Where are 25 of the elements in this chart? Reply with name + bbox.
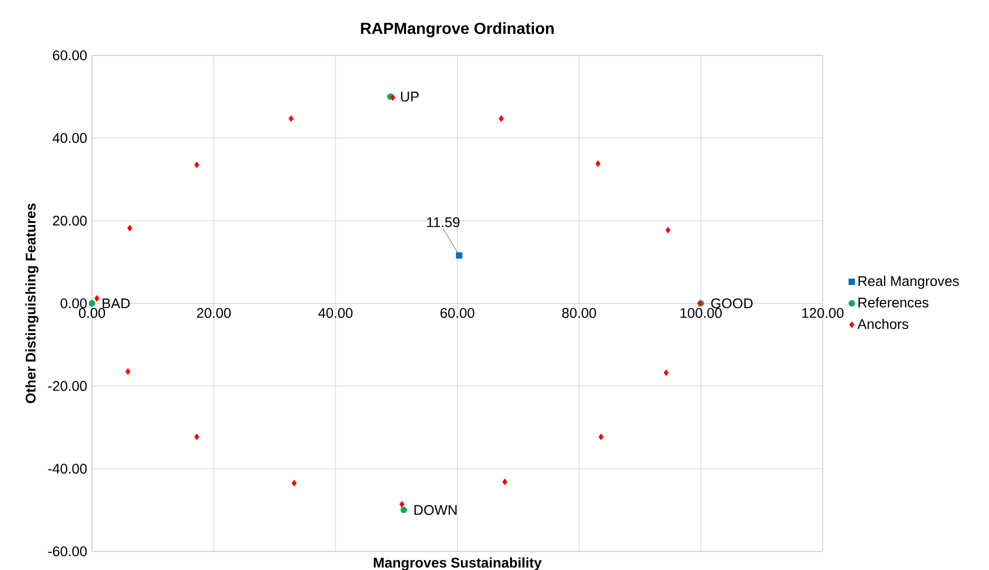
annotation: UP bbox=[401, 92, 419, 102]
x-tick-label: 100.00 bbox=[680, 308, 722, 318]
y-tick-label: -20.00 bbox=[48, 381, 87, 391]
y-tick-label: 60.00 bbox=[52, 50, 87, 60]
annotation: BAD bbox=[102, 298, 130, 308]
x-tick-label: 40.00 bbox=[318, 308, 353, 318]
y-tick-label: -40.00 bbox=[48, 464, 87, 474]
x-tick-label: 20.00 bbox=[196, 308, 231, 318]
chart-title: RAPMangrove Ordination bbox=[361, 22, 554, 38]
x-tick-label: 60.00 bbox=[440, 308, 474, 318]
legend-label: References bbox=[858, 297, 928, 308]
legend-label: Anchors bbox=[857, 318, 908, 330]
y-tick-label: 20.00 bbox=[52, 216, 87, 226]
annotation: GOOD bbox=[711, 298, 753, 308]
x-axis-title: Mangroves Sustainability bbox=[374, 557, 542, 570]
y-tick-label: 40.00 bbox=[52, 133, 87, 143]
data-label: 11.59 bbox=[427, 217, 460, 228]
y-axis-title: Other Distinguishing Features bbox=[25, 204, 38, 404]
x-tick-label: 80.00 bbox=[562, 308, 596, 318]
x-tick-label: 0.00 bbox=[78, 308, 106, 318]
y-tick-label: 0.00 bbox=[60, 298, 87, 308]
legend-label: Real Mangroves bbox=[858, 276, 959, 289]
annotation: DOWN bbox=[414, 505, 457, 515]
x-tick-label: 120.00 bbox=[802, 308, 844, 318]
y-tick-label: -60.00 bbox=[48, 546, 87, 556]
